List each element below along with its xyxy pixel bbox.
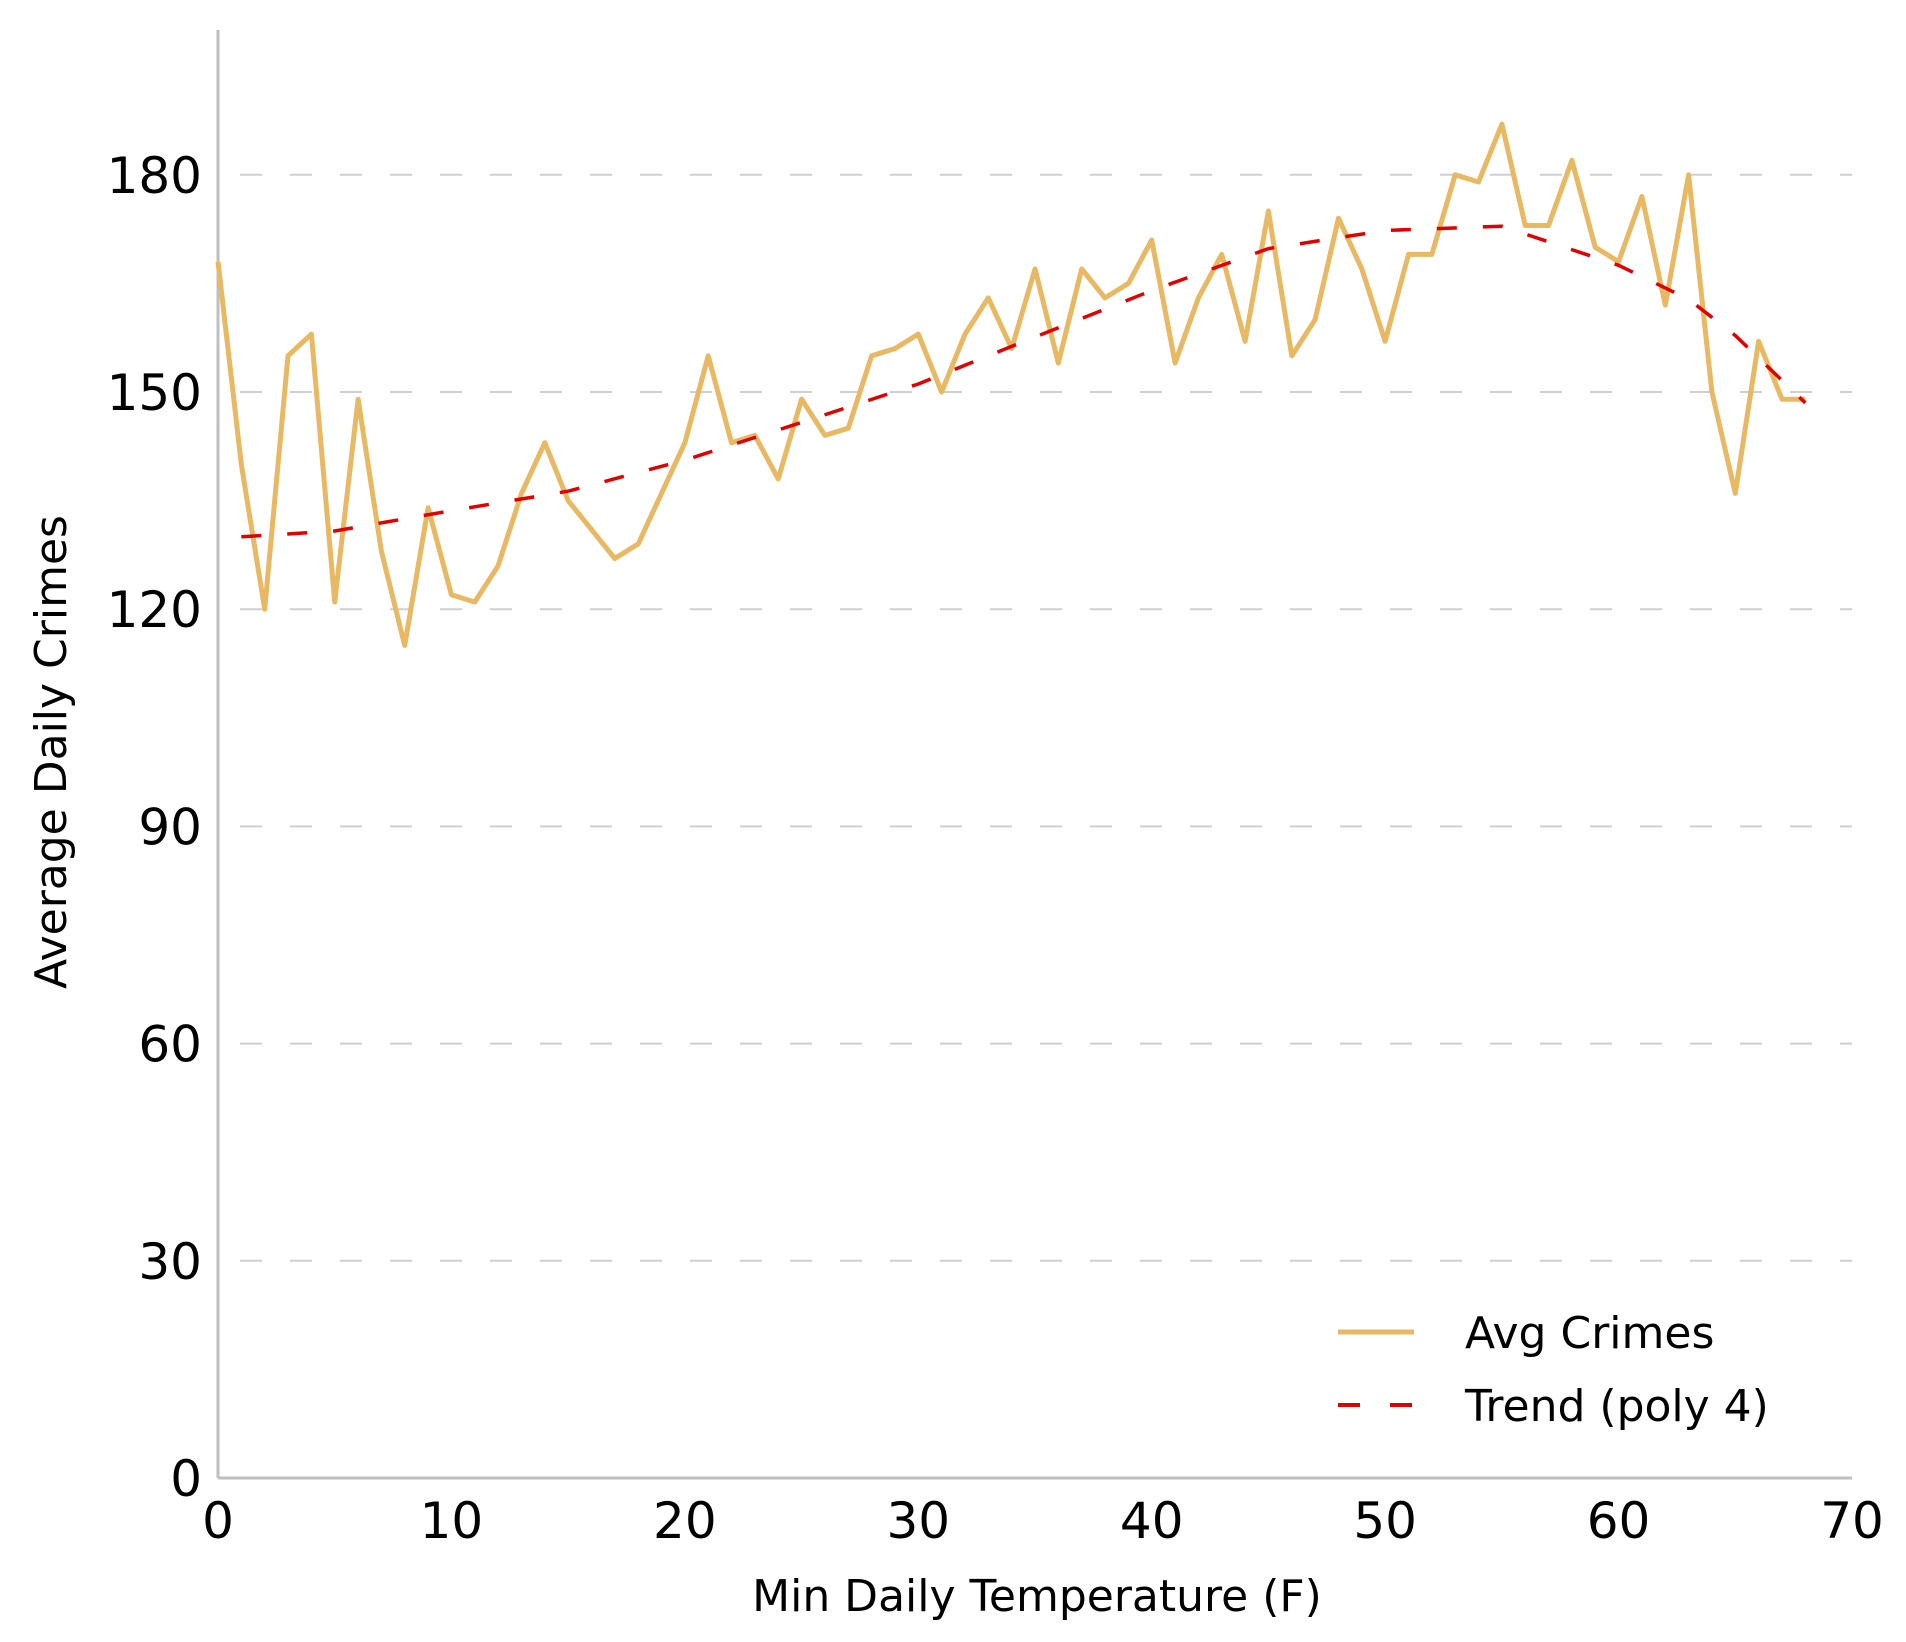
x-axis-title: Min Daily Temperature (F) <box>752 1571 1322 1622</box>
legend: Avg Crimes Trend (poly 4) <box>1338 1308 1769 1432</box>
x-tick-label-10: 10 <box>420 1492 484 1550</box>
y-tick-label-150: 150 <box>107 364 202 422</box>
y-tick-labels: 0 30 60 90 120 150 180 <box>107 147 202 1508</box>
grid-lines <box>240 173 1852 1262</box>
x-tick-label-50: 50 <box>1353 1492 1417 1550</box>
x-tick-label-20: 20 <box>653 1492 717 1550</box>
x-tick-label-40: 40 <box>1120 1492 1184 1550</box>
y-tick-label-30: 30 <box>138 1233 202 1291</box>
legend-label-trend: Trend (poly 4) <box>1464 1381 1769 1432</box>
y-tick-label-60: 60 <box>138 1016 202 1074</box>
series-layer <box>215 121 1807 648</box>
series-line-avg-crimes <box>215 121 1806 648</box>
x-tick-labels: 0 10 20 30 40 50 60 70 <box>202 1492 1884 1550</box>
x-tick-label-0: 0 <box>202 1492 234 1550</box>
x-tick-label-70: 70 <box>1820 1492 1884 1550</box>
y-tick-label-90: 90 <box>138 798 202 856</box>
y-tick-label-0: 0 <box>170 1450 202 1508</box>
x-tick-label-60: 60 <box>1587 1492 1651 1550</box>
legend-label-avg-crimes: Avg Crimes <box>1465 1308 1714 1359</box>
y-tick-label-180: 180 <box>107 147 202 205</box>
series-line-trend <box>241 224 1807 539</box>
y-tick-label-120: 120 <box>107 581 202 639</box>
x-tick-label-30: 30 <box>886 1492 950 1550</box>
y-axis-title: Average Daily Crimes <box>26 515 77 989</box>
